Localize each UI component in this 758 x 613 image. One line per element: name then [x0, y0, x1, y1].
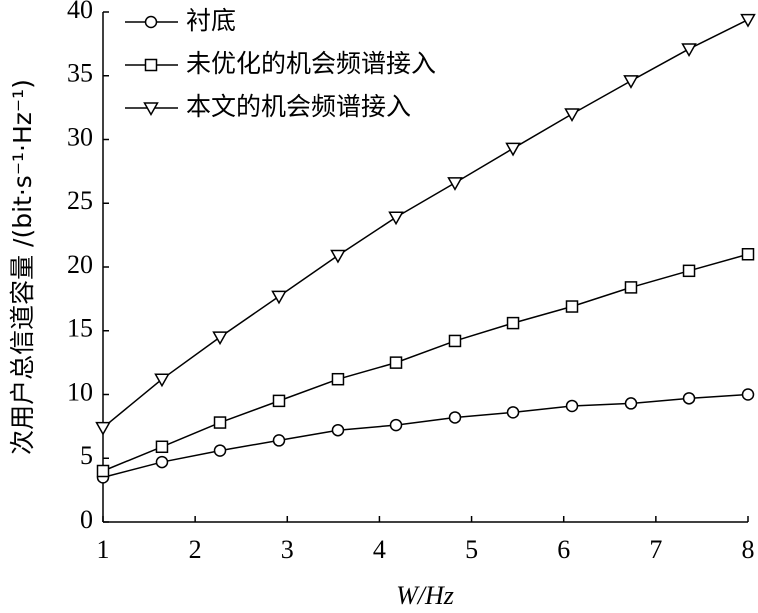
- x-tick-label: 2: [189, 535, 202, 564]
- data-point: [96, 464, 110, 478]
- y-tick-label: 35: [67, 59, 93, 88]
- data-point: [447, 177, 463, 191]
- legend-label: 未优化的机会频谱接入: [186, 49, 436, 78]
- y-tick-label: 5: [80, 441, 93, 470]
- data-point: [623, 75, 639, 89]
- data-point: [448, 411, 462, 424]
- data-point: [272, 434, 286, 447]
- data-point: [212, 331, 228, 346]
- series-line: [102, 393, 749, 479]
- x-tick-label: 1: [97, 535, 110, 564]
- x-axis-title: W/Hz: [396, 581, 454, 610]
- x-tick-label: 6: [557, 535, 570, 564]
- data-point: [740, 13, 756, 28]
- legend-label: 衬底: [186, 6, 236, 35]
- data-point: [624, 281, 638, 294]
- x-tick-label: 7: [649, 535, 662, 564]
- data-point: [624, 397, 638, 410]
- data-point: [564, 108, 580, 123]
- data-point: [741, 248, 755, 261]
- y-tick-label: 40: [67, 0, 93, 24]
- data-point: [331, 372, 345, 386]
- x-tick-label: 4: [373, 535, 386, 564]
- series-line: [102, 18, 749, 429]
- data-point: [389, 418, 403, 432]
- data-point: [154, 373, 170, 388]
- data-point: [565, 300, 579, 313]
- x-tick-label: 3: [281, 535, 294, 564]
- data-point: [565, 399, 579, 413]
- y-tick-label: 30: [67, 122, 93, 151]
- data-point: [448, 334, 462, 348]
- data-point: [506, 316, 520, 330]
- data-point: [681, 43, 697, 57]
- data-point: [682, 264, 696, 278]
- data-point: [389, 356, 403, 369]
- data-point: [741, 388, 755, 401]
- data-point: [330, 249, 346, 264]
- data-point: [682, 392, 696, 405]
- data-point: [155, 440, 169, 454]
- legend-label: 本文的机会频谱接入: [186, 92, 411, 121]
- y-axis-title: 次用户总信道容量 /(bit·s⁻¹·Hz⁻¹): [8, 79, 37, 455]
- legend-marker: [143, 102, 159, 117]
- y-tick-label: 10: [67, 377, 93, 406]
- y-tick-label: 0: [80, 505, 93, 534]
- y-tick-label: 25: [67, 186, 93, 215]
- data-point: [213, 416, 227, 429]
- legend-marker: [144, 58, 158, 72]
- data-point: [155, 455, 169, 469]
- x-tick-label: 5: [465, 535, 478, 564]
- data-point: [388, 211, 404, 226]
- data-point: [213, 444, 227, 457]
- series-line: [102, 253, 749, 472]
- y-tick-label: 20: [67, 250, 93, 279]
- data-point: [271, 290, 287, 305]
- legend-marker: [144, 15, 158, 29]
- data-point: [505, 142, 521, 157]
- data-point: [272, 394, 286, 408]
- data-point: [95, 421, 111, 436]
- data-point: [331, 423, 345, 437]
- data-point: [506, 406, 520, 419]
- x-tick-label: 8: [742, 535, 755, 564]
- y-tick-label: 15: [67, 314, 93, 343]
